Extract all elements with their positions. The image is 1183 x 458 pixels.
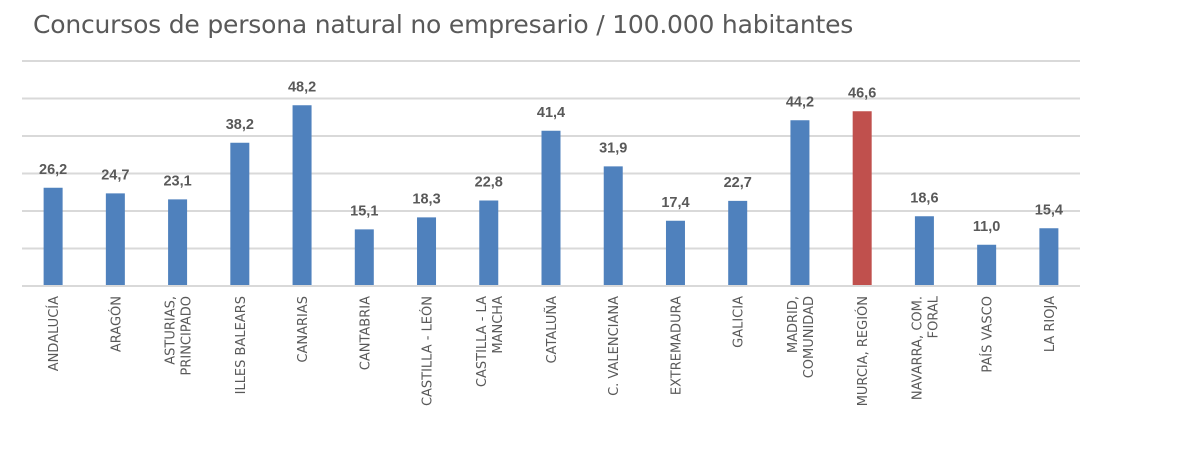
bar-16: [1039, 228, 1059, 285]
category-label-7: MANCHA: [491, 296, 506, 354]
data-label-11: 22,7: [724, 175, 752, 191]
bar-13: [852, 111, 872, 285]
data-label-16: 15,4: [1035, 202, 1063, 218]
category-label-13: MURCIA, REGIÓN: [855, 296, 871, 406]
category-label-6: CASTILLA - LEÓN: [420, 296, 436, 406]
category-label-12: MADRID,: [786, 296, 801, 353]
bar-5: [354, 229, 374, 285]
bar-6: [417, 217, 437, 285]
category-label-9: C. VALENCIANA: [607, 296, 622, 396]
category-label-7: CASTILLA - LA: [475, 296, 490, 387]
data-label-7: 22,8: [475, 175, 503, 191]
category-label-16: LA RIOJA: [1043, 296, 1058, 352]
bar-3: [230, 142, 250, 285]
data-label-3: 38,2: [226, 117, 254, 133]
data-label-0: 26,2: [39, 162, 67, 178]
category-label-12: COMUNIDAD: [802, 296, 817, 378]
category-label-2: PRINCIPADO: [180, 296, 195, 376]
category-label-8: CATALUÑA: [544, 296, 560, 364]
category-label-10: EXTREMADURA: [669, 296, 684, 395]
chart-title: Concursos de persona natural no empresar…: [33, 10, 854, 39]
category-label-5: CANTABRIA: [358, 296, 373, 370]
data-label-13: 46,6: [848, 85, 876, 101]
category-label-0: ANDALUCÍA: [46, 296, 62, 371]
category-label-4: CANARIAS: [296, 296, 311, 363]
category-label-1: ARAGÓN: [108, 296, 124, 352]
bar-8: [541, 130, 561, 285]
category-label-2: ASTURIAS,: [164, 296, 179, 365]
category-label-15: PAÍS VASCO: [980, 296, 996, 373]
data-label-1: 24,7: [101, 167, 129, 183]
bar-12: [790, 120, 810, 285]
bar-9: [603, 166, 623, 285]
data-label-10: 17,4: [661, 195, 689, 211]
category-label-14: NAVARRA, COM.: [910, 296, 925, 400]
data-label-2: 23,1: [163, 173, 191, 189]
category-label-3: ILLES BALEARS: [234, 296, 249, 394]
data-label-9: 31,9: [599, 140, 627, 156]
bar-10: [665, 220, 685, 285]
bar-4: [292, 105, 312, 285]
bar-0: [43, 187, 63, 285]
data-label-5: 15,1: [350, 203, 378, 219]
data-label-8: 41,4: [537, 105, 565, 121]
category-label-14: FORAL: [926, 295, 941, 338]
data-label-14: 18,6: [910, 190, 938, 206]
data-label-15: 11,0: [973, 219, 1000, 235]
data-label-4: 48,2: [288, 79, 316, 95]
bar-1: [105, 193, 125, 285]
bar-15: [977, 244, 997, 285]
bar-14: [914, 216, 934, 285]
bar-11: [728, 200, 748, 285]
data-label-12: 44,2: [786, 94, 814, 110]
data-label-6: 18,3: [412, 191, 440, 207]
bar-7: [479, 200, 499, 285]
category-label-11: GALICIA: [732, 296, 747, 348]
bar-2: [168, 199, 188, 285]
